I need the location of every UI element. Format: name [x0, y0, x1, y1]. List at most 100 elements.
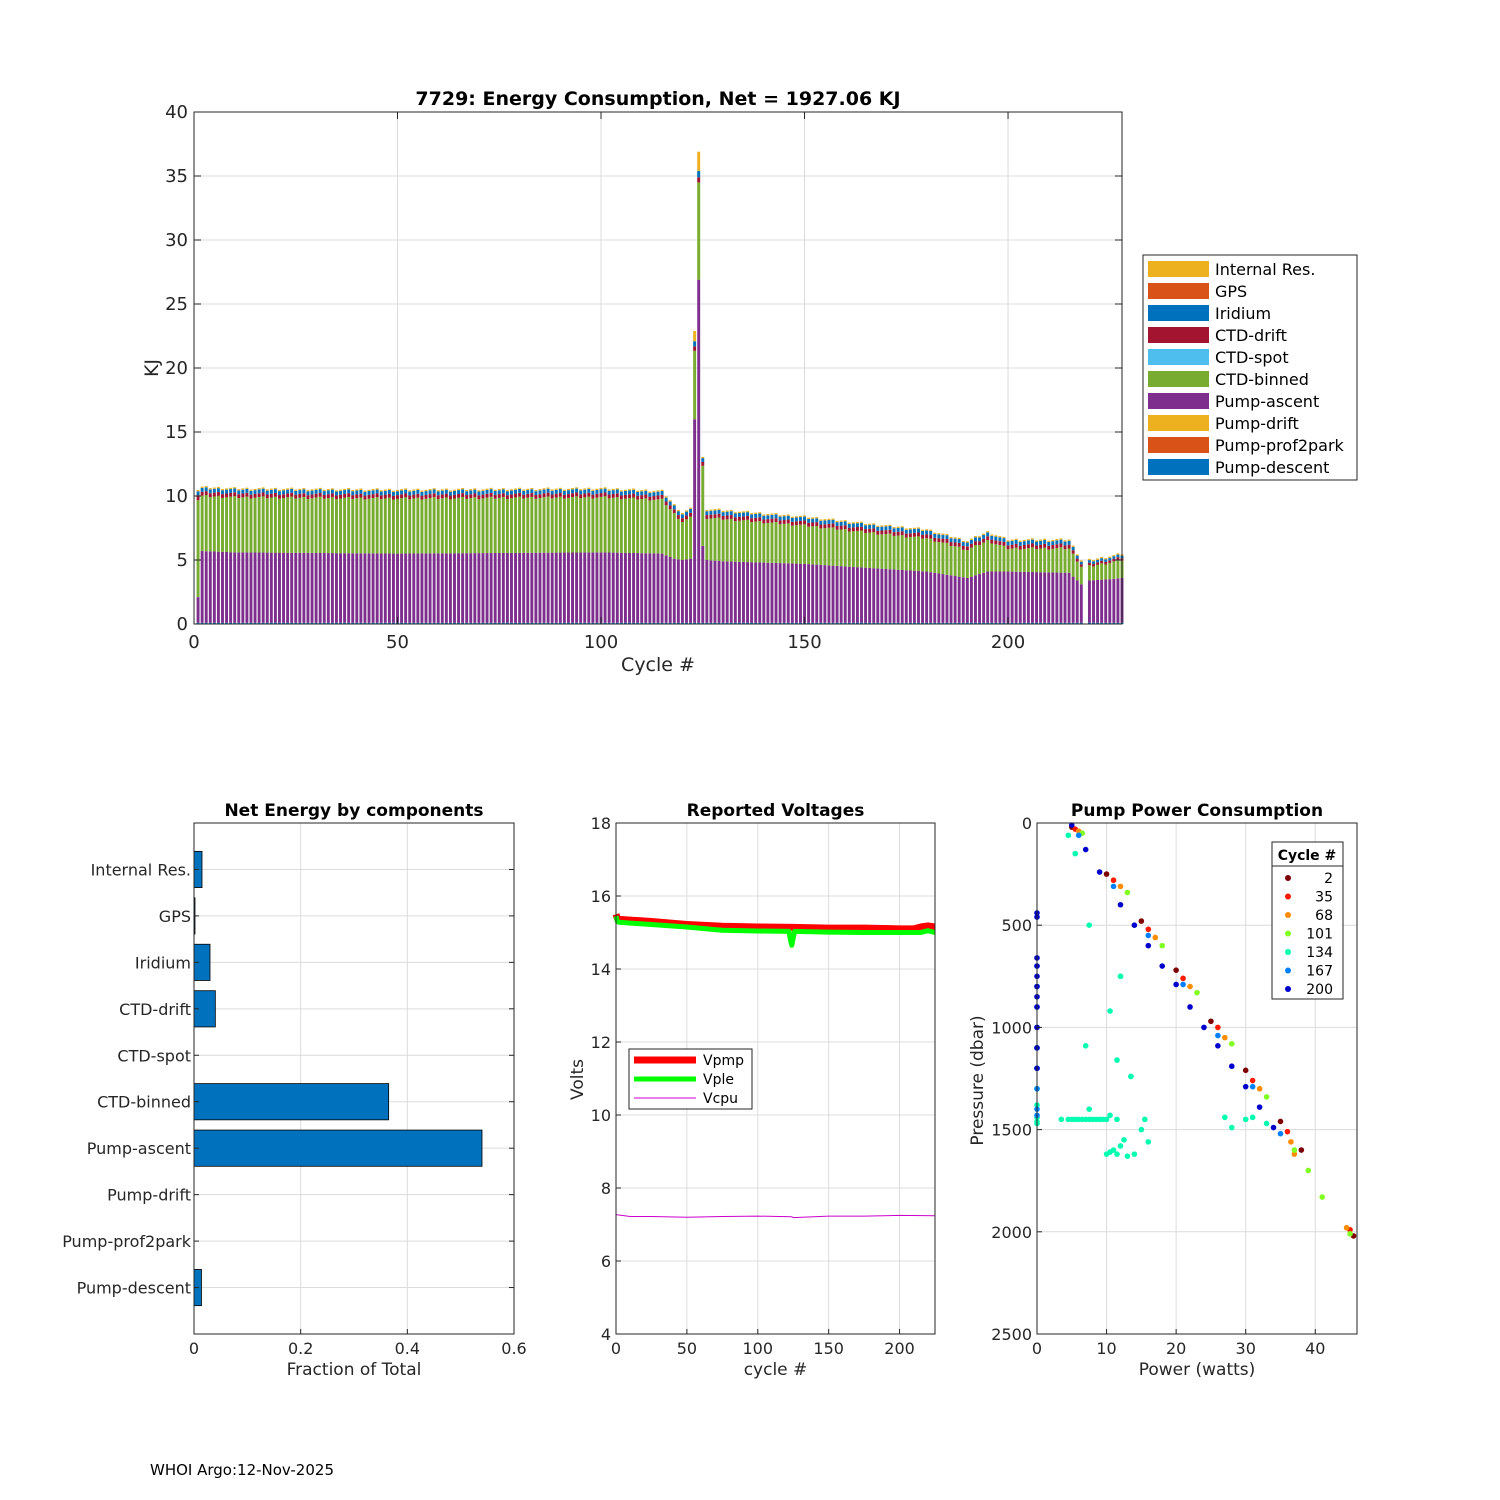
energy-bar-segment: [428, 553, 432, 623]
energy-bar-segment: [1108, 562, 1112, 580]
energy-xlabel: Cycle #: [621, 654, 695, 676]
energy-bar-segment: [811, 526, 815, 565]
energy-bar-segment: [632, 488, 636, 490]
energy-bar-segment: [709, 622, 713, 624]
energy-bar-segment: [522, 552, 526, 623]
energy-bar-segment: [733, 561, 737, 623]
energy-bar-segment: [501, 622, 505, 624]
energy-bar-segment: [1002, 622, 1006, 624]
energy-bar-segment: [851, 566, 855, 623]
pump-legend-label: 200: [1306, 982, 1333, 998]
energy-bar-segment: [522, 490, 526, 495]
energy-bar-segment: [318, 487, 322, 490]
energy-bar-segment: [473, 488, 477, 490]
voltages-legend-label: Vpmp: [703, 1053, 744, 1069]
energy-bar-segment: [290, 488, 294, 493]
energy-bar-segment: [782, 523, 786, 564]
energy-bar-segment: [485, 488, 489, 490]
energy-bar-segment: [465, 498, 469, 554]
energy-bar-segment: [1010, 571, 1014, 623]
energy-bar-segment: [493, 498, 497, 553]
energy-bar-segment: [286, 493, 290, 498]
energy-bar-segment: [542, 493, 546, 498]
components-xtick-label: 0.2: [288, 1339, 313, 1358]
energy-bar-segment: [566, 488, 570, 491]
energy-bar-segment: [326, 489, 330, 491]
energy-bar-segment: [815, 522, 819, 527]
pump-point: [1114, 1057, 1120, 1063]
energy-bar-segment: [974, 541, 977, 546]
energy-bar-segment: [273, 496, 277, 553]
energy-bar-segment: [831, 523, 835, 528]
energy-bar-segment: [652, 490, 656, 493]
energy-bar-segment: [343, 553, 347, 623]
pump-point: [1298, 1147, 1305, 1153]
energy-bar-segment: [949, 622, 953, 624]
energy-bar-segment: [510, 498, 513, 553]
energy-bar-segment: [689, 622, 693, 624]
energy-bar-segment: [607, 490, 611, 495]
energy-bar-segment: [737, 622, 741, 624]
energy-bar-segment: [505, 490, 509, 492]
energy-bar-segment: [400, 553, 404, 623]
energy-bar-segment: [623, 489, 627, 492]
pump-point: [1107, 1008, 1113, 1014]
energy-bar-segment: [534, 491, 538, 496]
energy-bar-segment: [607, 622, 611, 624]
energy-bar-segment: [306, 490, 310, 492]
energy-bar-segment: [546, 488, 550, 493]
energy-bar-segment: [514, 622, 518, 624]
energy-bar-segment: [648, 553, 652, 623]
energy-bar-segment: [640, 490, 644, 492]
energy-bar-segment: [819, 520, 823, 525]
energy-bar-segment: [835, 622, 839, 624]
energy-bar-segment: [876, 530, 880, 535]
energy-bar-segment: [762, 519, 766, 524]
energy-bar-segment: [477, 490, 481, 492]
energy-bar-segment: [562, 494, 566, 499]
energy-bar-segment: [680, 622, 684, 624]
energy-bar-segment: [208, 493, 212, 498]
energy-bar-segment: [526, 497, 530, 553]
energy-bar-segment: [1108, 557, 1112, 561]
energy-bar-segment: [998, 571, 1002, 623]
energy-bar-segment: [404, 622, 408, 624]
energy-bar-segment: [672, 505, 676, 510]
energy-bar-segment: [473, 497, 477, 554]
energy-bar-segment: [355, 490, 359, 495]
energy-bar-segment: [375, 488, 379, 490]
energy-bar-segment: [261, 487, 265, 489]
pump-legend-marker: [1285, 967, 1291, 974]
energy-bar-segment: [619, 499, 623, 553]
energy-bar-segment: [904, 570, 908, 623]
energy-bar-segment: [758, 562, 762, 623]
energy-bar-segment: [1026, 571, 1030, 623]
energy-bar-segment: [461, 622, 465, 624]
energy-bar-segment: [1100, 560, 1104, 564]
energy-bar-segment: [969, 538, 973, 540]
energy-bar-segment: [697, 151, 701, 171]
energy-bar-segment: [652, 496, 656, 500]
energy-bar-segment: [872, 524, 876, 529]
energy-bar-segment: [668, 557, 672, 623]
energy-bar-segment: [945, 622, 949, 624]
energy-bar-segment: [196, 597, 200, 623]
energy-bar-segment: [855, 523, 859, 528]
energy-bar-segment: [497, 622, 501, 624]
energy-bar-segment: [937, 534, 941, 539]
energy-bar-segment: [1067, 540, 1071, 545]
energy-bar-segment: [721, 561, 725, 623]
energy-bar-segment: [709, 518, 713, 561]
energy-bar-segment: [400, 622, 404, 624]
voltages-legend-label: Vcpu: [703, 1091, 738, 1107]
energy-bar-segment: [310, 622, 314, 624]
energy-bar-segment: [705, 560, 709, 623]
energy-bar-segment: [440, 553, 444, 623]
energy-bar-segment: [640, 491, 644, 496]
energy-ytick-label: 0: [177, 614, 188, 635]
energy-bar-segment: [623, 494, 627, 499]
energy-bar-segment: [888, 525, 892, 530]
energy-bar-segment: [1096, 564, 1100, 580]
energy-bar-segment: [1002, 545, 1006, 572]
energy-bar-segment: [330, 493, 334, 498]
